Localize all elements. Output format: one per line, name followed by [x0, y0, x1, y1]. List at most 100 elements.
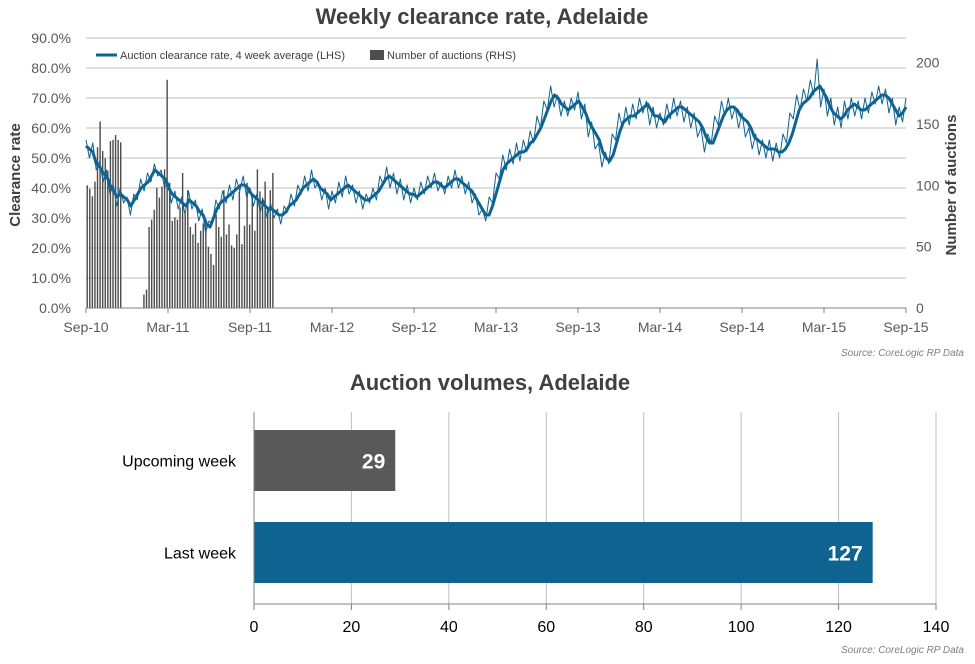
auction-bar — [210, 254, 212, 308]
y-tick-label: 40.0% — [31, 180, 71, 196]
volume-bars: 29 127 — [254, 430, 873, 583]
y-tick-label: 70.0% — [31, 90, 71, 106]
x-tick-label: 80 — [635, 619, 653, 636]
auction-bar — [104, 158, 106, 308]
auction-bar — [89, 188, 91, 308]
x-tick-label: Mar-12 — [310, 319, 355, 335]
auction-volumes-svg: Auction volumes, Adelaide 29 127 0 20 40 60 8… — [122, 370, 964, 656]
category-label: Upcoming week — [122, 454, 237, 471]
volume-bar — [254, 522, 873, 583]
auction-bar — [230, 245, 233, 308]
legend-bar-label: Number of auctions (RHS) — [387, 50, 516, 62]
auction-bar — [197, 242, 199, 308]
auction-bar — [207, 246, 210, 308]
y-tick-label: 80.0% — [31, 60, 71, 76]
clearance-rate-svg: Weekly clearance rate, Adelaide Clearanc… — [7, 4, 964, 359]
auction-bar — [107, 170, 109, 308]
x-tick-label: Mar-13 — [474, 319, 519, 335]
clearance-lines — [85, 58, 908, 234]
y-tick-label: 0.0% — [39, 300, 71, 316]
legend: Auction clearance rate, 4 week average (… — [90, 46, 530, 64]
auction-bar — [101, 150, 104, 308]
auction-bar — [150, 219, 153, 308]
auction-bar — [261, 197, 264, 308]
auction-bar — [161, 186, 163, 308]
auction-bar — [225, 234, 228, 308]
x-tick-label: Mar-15 — [802, 319, 847, 335]
y2-tick-label: 200 — [916, 55, 940, 71]
auction-bar — [148, 227, 150, 308]
auction-bar — [174, 217, 176, 308]
auction-bar — [205, 222, 207, 308]
auction-bar — [91, 196, 94, 308]
volume-bar — [254, 430, 396, 491]
y2-tick-label: 0 — [916, 300, 924, 316]
auction-bar — [176, 219, 179, 308]
x-tick-label: Sep-15 — [883, 319, 928, 335]
auction-bar — [189, 227, 192, 308]
auction-bar — [218, 227, 220, 308]
legend-bar-swatch — [370, 50, 384, 60]
x-tick-label: Sep-13 — [555, 319, 600, 335]
x-tick-label: Sep-14 — [719, 319, 764, 335]
auction-bar — [143, 294, 145, 308]
grid-lines — [86, 37, 906, 309]
x-tick-label: 140 — [923, 619, 950, 636]
auction-bar — [199, 230, 202, 308]
chart-title: Weekly clearance rate, Adelaide — [316, 4, 649, 29]
x-tick-label: 20 — [343, 619, 361, 636]
auction-bar — [202, 223, 204, 308]
auction-bars — [86, 79, 274, 309]
auction-bar — [215, 214, 217, 308]
auction-bar — [117, 139, 119, 308]
auction-bar — [251, 195, 253, 308]
y-axis-label: Clearance rate — [7, 123, 24, 226]
y-tick-label: 30.0% — [31, 210, 71, 226]
auction-bar — [233, 247, 235, 308]
auction-bar — [158, 197, 161, 308]
auction-bar — [156, 187, 158, 308]
auction-bar — [109, 141, 112, 308]
legend-line-label: Auction clearance rate, 4 week average (… — [120, 50, 345, 62]
auction-bar — [267, 208, 269, 308]
auction-bar — [166, 79, 168, 309]
average-clearance-line — [85, 84, 908, 229]
auction-bar — [254, 230, 256, 308]
auction-volumes-chart: Auction volumes, Adelaide 29 127 0 20 40 60 8… — [0, 362, 975, 664]
axes: 0.0% 10.0% 20.0% 30.0% 40.0% 50.0% 60.0% 70.0% 8… — [31, 30, 939, 335]
auction-bar — [187, 190, 189, 308]
auction-bar — [259, 191, 261, 308]
auction-bar — [194, 223, 197, 308]
auction-bar — [86, 185, 88, 308]
auction-bar — [171, 220, 174, 308]
source-label: Source: CoreLogic RP Data — [841, 348, 964, 359]
auction-bar — [264, 181, 266, 308]
axes: 0 20 40 60 80 100 120 140 Upcoming week Last week — [122, 412, 949, 636]
x-tick-label: Sep-10 — [63, 319, 108, 335]
auction-bar — [169, 182, 171, 308]
category-label: Last week — [164, 546, 237, 563]
legend-background — [90, 46, 530, 64]
x-tick-label: Sep-11 — [228, 319, 272, 335]
auction-bar — [96, 147, 99, 308]
y-tick-label: 10.0% — [31, 270, 71, 286]
chart-title: Auction volumes, Adelaide — [350, 370, 630, 395]
auction-bar — [243, 225, 246, 308]
auction-bar — [94, 181, 96, 308]
auction-bar — [120, 142, 122, 308]
auction-bar — [272, 173, 274, 308]
auction-bar — [212, 265, 215, 308]
auction-bar — [163, 169, 166, 308]
y-tick-label: 60.0% — [31, 120, 71, 136]
auction-bar — [145, 289, 148, 308]
bar-value-label: 29 — [362, 451, 385, 474]
x-tick-label: 0 — [250, 619, 259, 636]
x-tick-label: 40 — [440, 619, 458, 636]
auction-bar — [241, 244, 243, 308]
x-tick-label: Mar-11 — [146, 319, 190, 335]
y2-axis-label: Number of auctions — [943, 115, 960, 256]
auction-bar — [256, 169, 259, 308]
auction-bar — [236, 234, 238, 308]
bar-value-label: 127 — [828, 543, 863, 566]
auction-bar — [112, 139, 114, 308]
